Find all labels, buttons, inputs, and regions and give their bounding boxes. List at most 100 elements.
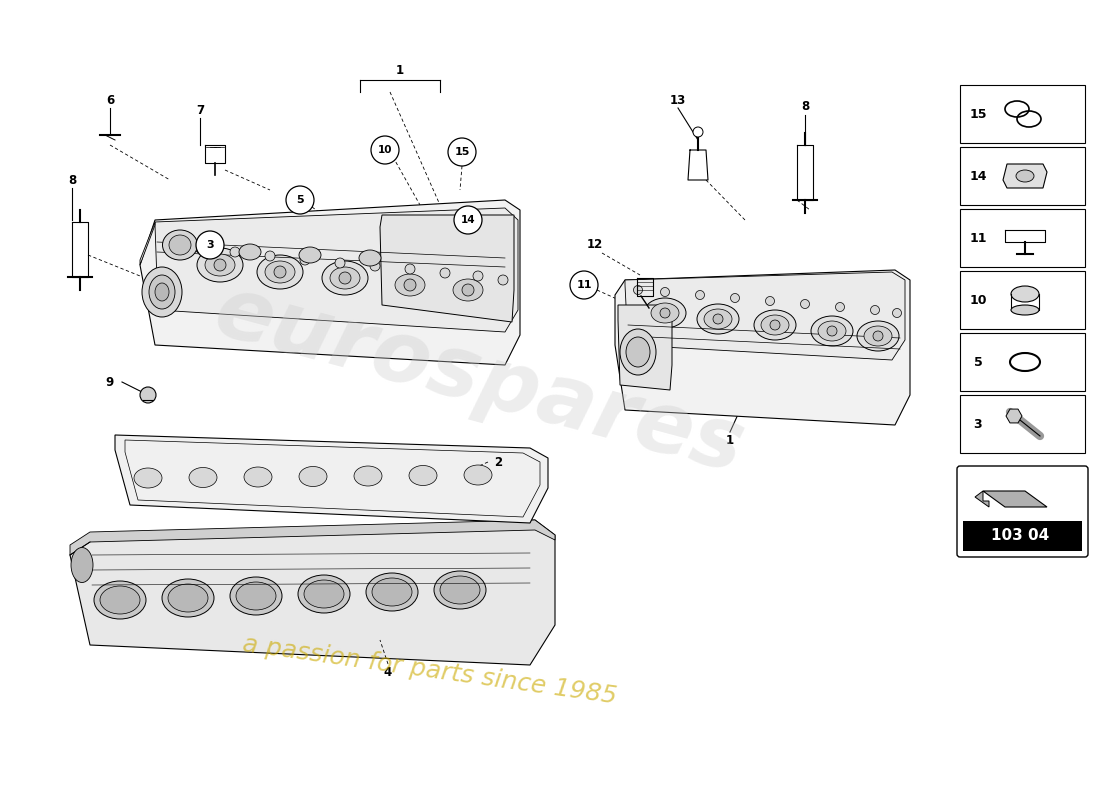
Circle shape [165, 237, 175, 247]
Circle shape [440, 268, 450, 278]
Circle shape [214, 259, 225, 271]
Circle shape [730, 294, 739, 302]
Ellipse shape [651, 303, 679, 323]
Circle shape [336, 258, 345, 268]
Circle shape [300, 255, 310, 265]
Polygon shape [975, 491, 989, 507]
Polygon shape [140, 222, 155, 265]
Circle shape [713, 314, 723, 324]
Text: 14: 14 [969, 170, 987, 182]
Ellipse shape [330, 267, 360, 289]
Ellipse shape [304, 580, 344, 608]
Circle shape [770, 320, 780, 330]
Ellipse shape [395, 274, 425, 296]
Polygon shape [140, 200, 520, 365]
Text: 8: 8 [68, 174, 76, 186]
Ellipse shape [236, 582, 276, 610]
Ellipse shape [168, 584, 208, 612]
Circle shape [836, 302, 845, 311]
Ellipse shape [299, 247, 321, 263]
Ellipse shape [94, 581, 146, 619]
Ellipse shape [1011, 286, 1040, 302]
Circle shape [892, 309, 902, 318]
Text: 4: 4 [384, 666, 392, 678]
Ellipse shape [299, 466, 327, 486]
Text: 11: 11 [969, 231, 987, 245]
Circle shape [405, 264, 415, 274]
Ellipse shape [205, 254, 235, 276]
Circle shape [265, 251, 275, 261]
Polygon shape [1006, 409, 1022, 423]
Ellipse shape [142, 267, 182, 317]
Ellipse shape [1016, 170, 1034, 182]
Polygon shape [983, 491, 1047, 507]
Polygon shape [618, 305, 672, 390]
Circle shape [873, 331, 883, 341]
Circle shape [695, 290, 704, 299]
Bar [960, 395, 1085, 453]
Text: 103 04: 103 04 [991, 529, 1049, 543]
Text: 1: 1 [726, 434, 734, 446]
Circle shape [827, 326, 837, 336]
Ellipse shape [453, 279, 483, 301]
Polygon shape [615, 270, 910, 425]
Circle shape [371, 136, 399, 164]
Ellipse shape [230, 577, 282, 615]
Text: a passion for parts since 1985: a passion for parts since 1985 [241, 632, 618, 708]
Bar [960, 271, 1085, 329]
Bar [962, 521, 1082, 551]
Text: 14: 14 [461, 215, 475, 225]
Text: eurospares: eurospares [207, 270, 754, 490]
Ellipse shape [155, 283, 169, 301]
Circle shape [454, 206, 482, 234]
Ellipse shape [464, 465, 492, 485]
Ellipse shape [761, 315, 789, 335]
Ellipse shape [644, 298, 686, 328]
Ellipse shape [620, 329, 656, 375]
Circle shape [140, 387, 156, 403]
Text: 1: 1 [396, 63, 404, 77]
Ellipse shape [169, 235, 191, 255]
Ellipse shape [434, 571, 486, 609]
Ellipse shape [354, 466, 382, 486]
Text: 15: 15 [454, 147, 470, 157]
Ellipse shape [322, 261, 368, 295]
Circle shape [195, 243, 205, 253]
Polygon shape [116, 435, 548, 523]
Text: 2: 2 [494, 455, 502, 469]
Bar [960, 147, 1085, 205]
Ellipse shape [626, 337, 650, 367]
Text: 15: 15 [969, 107, 987, 121]
Text: 7: 7 [196, 103, 205, 117]
Polygon shape [1003, 164, 1047, 188]
Text: 10: 10 [377, 145, 393, 155]
Ellipse shape [366, 573, 418, 611]
Bar [960, 333, 1085, 391]
Bar [960, 85, 1085, 143]
Text: 3: 3 [974, 418, 982, 430]
Ellipse shape [134, 468, 162, 488]
Text: 10: 10 [969, 294, 987, 306]
Text: 5: 5 [974, 355, 982, 369]
Circle shape [660, 308, 670, 318]
Circle shape [230, 247, 240, 257]
Circle shape [462, 284, 474, 296]
Circle shape [634, 286, 642, 294]
Ellipse shape [244, 467, 272, 487]
Ellipse shape [265, 261, 295, 283]
Polygon shape [155, 208, 518, 332]
Ellipse shape [811, 316, 852, 346]
Ellipse shape [162, 579, 214, 617]
Ellipse shape [697, 304, 739, 334]
Circle shape [766, 297, 774, 306]
Text: 12: 12 [587, 238, 603, 251]
Ellipse shape [100, 586, 140, 614]
Circle shape [196, 231, 224, 259]
Circle shape [660, 287, 670, 297]
Polygon shape [70, 520, 556, 555]
Text: 6: 6 [106, 94, 114, 106]
Text: 5: 5 [296, 195, 304, 205]
Circle shape [370, 261, 379, 271]
Circle shape [274, 266, 286, 278]
Ellipse shape [704, 309, 732, 329]
